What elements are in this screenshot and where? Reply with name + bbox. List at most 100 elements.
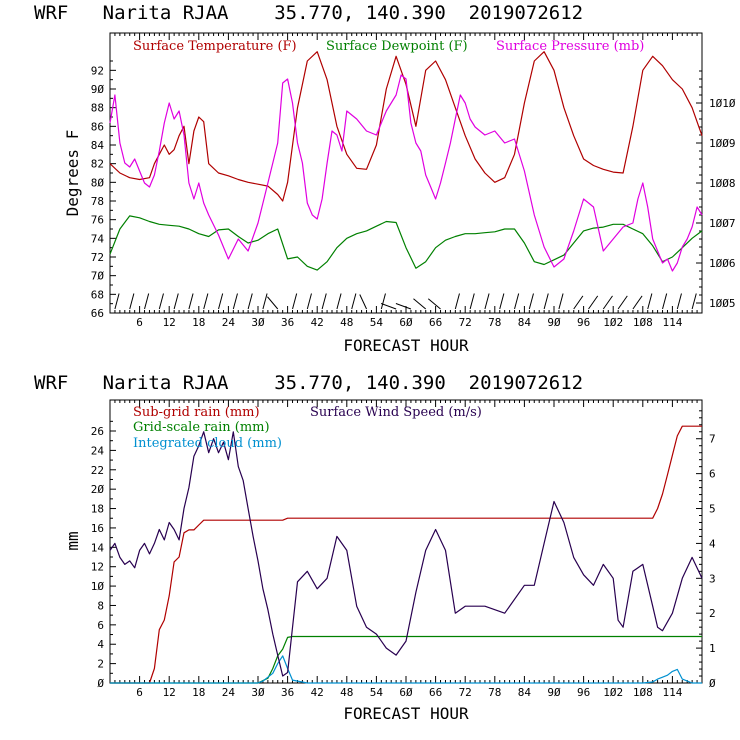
x-tick-label-bottom-12: 12 <box>163 686 176 699</box>
y-tick-label-bottom-20: 2Ø <box>91 483 105 496</box>
tick-marks-top <box>110 33 702 314</box>
y-tick-label-bottom-8: 8 <box>97 599 104 612</box>
y-tick-label-top-82: 82 <box>91 158 104 171</box>
legend-surface-wind-speed: Surface Wind Speed (m/s) <box>310 405 482 420</box>
x-tick-label-bottom-30: 3Ø <box>251 686 265 699</box>
y-tick-label-bottom-0: Ø <box>97 677 104 690</box>
y2-tick-label-top-1008: 1ØØ8 <box>709 177 736 190</box>
y-tick-label-bottom-14: 14 <box>91 541 105 554</box>
wind-barb-58 <box>380 303 397 310</box>
y2-tick-label-top-1007: 1ØØ7 <box>709 217 736 230</box>
x-tick-label-top-12: 12 <box>163 316 176 329</box>
x-tick-label-bottom-24: 24 <box>222 686 236 699</box>
y-tick-label-bottom-6: 6 <box>97 619 104 632</box>
wind-barb-19 <box>203 293 209 310</box>
y2-tick-label-bottom-4: 4 <box>709 537 716 550</box>
wind-barb-100 <box>602 295 613 310</box>
y-tick-label-bottom-2: 2 <box>97 658 104 671</box>
plot-frame-top <box>109 32 703 314</box>
legend-subgrid-rain: Sub-grid rain (mm) <box>133 405 260 420</box>
wind-barb-52 <box>359 294 367 310</box>
x-tick-label-bottom-96: 96 <box>577 686 590 699</box>
y-tick-label-top-80: 8Ø <box>91 176 105 189</box>
x-tick-label-top-6: 6 <box>136 316 143 329</box>
wind-barb-28 <box>247 293 253 310</box>
wind-barb-91 <box>558 293 564 310</box>
y-tick-label-top-72: 72 <box>91 251 104 264</box>
y-tick-label-top-78: 78 <box>91 195 104 208</box>
y-tick-label-top-74: 74 <box>91 232 105 245</box>
y-tick-label-top-70: 7Ø <box>91 270 105 283</box>
series-group-top <box>109 51 703 272</box>
y-tick-label-top-88: 88 <box>91 102 104 115</box>
wind-barb-103 <box>617 295 628 310</box>
x-tick-label-bottom-78: 78 <box>488 686 501 699</box>
wind-barb-118 <box>691 293 697 310</box>
wind-barb-67 <box>427 298 441 310</box>
wind-barb-4 <box>129 293 135 310</box>
y2-tick-label-bottom-5: 5 <box>709 503 716 516</box>
wind-barb-25 <box>232 293 238 310</box>
series-sub-grid-rain-mm <box>110 425 702 684</box>
wind-barb-46 <box>336 293 342 310</box>
x-tick-label-bottom-72: 72 <box>459 686 472 699</box>
x-tick-label-top-36: 36 <box>281 316 294 329</box>
x-tick-label-top-66: 66 <box>429 316 442 329</box>
y-tick-label-top-76: 76 <box>91 214 104 227</box>
x-tick-label-top-72: 72 <box>459 316 472 329</box>
wind-barb-10 <box>158 293 164 310</box>
legend-integrated-cloud: Integrated cloud (mm) <box>133 436 282 451</box>
precipitation-panel: WRF Narita RJAA 35.770, 140.390 20190726… <box>34 372 716 723</box>
legend-surface-temperature: Surface Temperature (F) <box>133 39 297 54</box>
y-tick-label-bottom-22: 22 <box>91 464 104 477</box>
wind-barb-7 <box>144 293 150 310</box>
series-group-bottom <box>109 425 703 684</box>
y-tick-label-top-68: 68 <box>91 288 104 301</box>
wind-barb-73 <box>469 293 475 310</box>
x-tick-label-top-30: 3Ø <box>251 316 265 329</box>
legend-surface-pressure: Surface Pressure (mb) <box>496 39 644 54</box>
series-surface-dewpoint-f <box>109 215 703 271</box>
wind-barb-85 <box>528 293 534 310</box>
x-tick-label-bottom-66: 66 <box>429 686 442 699</box>
x-tick-label-bottom-60: 6Ø <box>399 686 413 699</box>
wind-barb-115 <box>676 293 682 310</box>
x-tick-label-top-114: 114 <box>662 316 682 329</box>
y-tick-label-top-92: 92 <box>91 64 104 77</box>
x-tick-label-bottom-114: 114 <box>662 686 682 699</box>
wind-barb-61 <box>395 303 412 310</box>
x-axis-label-top: FORECAST HOUR <box>343 336 469 355</box>
wind-barb-82 <box>514 293 520 310</box>
x-tick-label-top-84: 84 <box>518 316 532 329</box>
wind-barb-55 <box>380 293 386 310</box>
y-tick-label-bottom-10: 1Ø <box>91 580 105 593</box>
x-tick-label-top-18: 18 <box>192 316 205 329</box>
x-tick-label-top-24: 24 <box>222 316 236 329</box>
wind-barb-22 <box>218 293 224 310</box>
y-tick-label-bottom-12: 12 <box>91 561 104 574</box>
wind-barb-88 <box>543 293 549 310</box>
y-axis-label-bottom: mm <box>63 531 82 550</box>
x-tick-label-top-42: 42 <box>311 316 324 329</box>
x-tick-label-top-48: 48 <box>340 316 353 329</box>
y-tick-label-top-84: 84 <box>91 139 105 152</box>
wind-barb-76 <box>484 293 490 310</box>
temperature-panel: WRF Narita RJAA 35.770, 140.390 20190726… <box>34 2 736 355</box>
legend-surface-dewpoint: Surface Dewpoint (F) <box>326 39 468 54</box>
x-tick-label-top-102: 1Ø2 <box>603 316 623 329</box>
wind-barb-64 <box>413 298 427 310</box>
y-tick-label-bottom-24: 24 <box>91 444 105 457</box>
y-tick-label-bottom-18: 18 <box>91 503 104 516</box>
series-integrated-cloud-mm <box>110 655 702 684</box>
wind-barb-43 <box>321 293 327 310</box>
y2-tick-label-top-1009: 1ØØ9 <box>709 137 736 150</box>
wind-barb-37 <box>292 293 298 310</box>
x-tick-label-bottom-36: 36 <box>281 686 294 699</box>
wind-barbs-row <box>114 293 697 310</box>
y-tick-label-bottom-4: 4 <box>97 638 104 651</box>
y2-tick-label-bottom-1: 1 <box>709 642 716 655</box>
series-surface-temperature-f <box>109 51 703 202</box>
series-surface-wind-speed-m-s <box>109 431 703 677</box>
wind-barb-49 <box>351 293 357 310</box>
legend-gridscale-rain: Grid-scale rain (mm) <box>133 420 270 435</box>
